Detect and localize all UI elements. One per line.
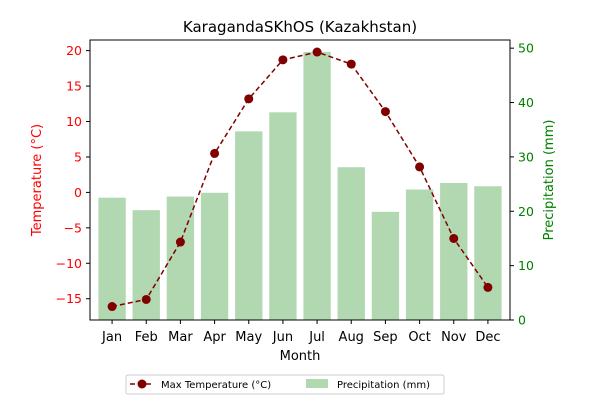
x-tick-label: Sep xyxy=(373,330,398,345)
temperature-point-aug xyxy=(346,59,356,69)
precipitation-bar-oct xyxy=(405,189,434,320)
temperature-point-sep xyxy=(380,107,390,117)
legend: Max Temperature (°C) Precipitation (mm) xyxy=(125,374,445,395)
precipitation-bar-aug xyxy=(337,167,365,320)
left-tick-label: 15 xyxy=(66,79,82,94)
x-tick-label: Nov xyxy=(441,330,467,345)
plot-frame xyxy=(89,39,511,321)
right-axis-ticks: 0 10 20 30 40 50 xyxy=(510,41,534,328)
x-tick-label: Feb xyxy=(135,330,158,345)
left-tick-label: −10 xyxy=(56,256,82,271)
right-tick-label: 50 xyxy=(518,41,534,56)
x-tick-label: Dec xyxy=(475,330,500,345)
x-tick-label: May xyxy=(235,330,262,345)
temperature-point-oct xyxy=(415,162,425,172)
temperature-series xyxy=(107,47,493,312)
precipitation-bar-apr xyxy=(200,192,229,320)
temperature-point-nov xyxy=(449,233,459,243)
x-axis-label: Month xyxy=(280,349,321,364)
left-tick-label: 0 xyxy=(74,185,82,200)
left-tick-label: 10 xyxy=(66,114,82,129)
left-axis-ticks: −15 −10 −5 0 5 10 15 20 xyxy=(56,43,90,306)
x-tick-label: Apr xyxy=(203,330,226,345)
temperature-point-apr xyxy=(210,148,220,158)
right-tick-label: 30 xyxy=(518,149,534,164)
legend-label-temperature: Max Temperature (°C) xyxy=(161,380,271,391)
right-tick-label: 20 xyxy=(518,204,534,219)
x-tick-label: Jan xyxy=(101,330,122,345)
precipitation-bars xyxy=(98,51,502,321)
legend-marker-swatch xyxy=(137,379,147,389)
x-tick-label: Jul xyxy=(308,330,325,345)
temperature-point-jan xyxy=(107,302,117,312)
right-tick-label: 0 xyxy=(518,313,526,328)
x-axis-ticks: Jan Feb Mar Apr May Jun Jul Aug Sep Oct Nov Dec xyxy=(101,320,500,345)
temperature-point-mar xyxy=(175,237,185,247)
temperature-point-jul xyxy=(312,47,322,57)
precipitation-bar-sep xyxy=(371,211,400,320)
precipitation-bar-dec xyxy=(474,186,502,320)
precipitation-bar-jan xyxy=(98,197,126,320)
temperature-point-may xyxy=(244,94,254,104)
legend-bar-swatch xyxy=(306,379,328,388)
precipitation-bar-jul xyxy=(303,51,331,320)
right-axis-label: Precipitation (mm) xyxy=(542,120,557,241)
left-tick-label: 20 xyxy=(66,43,82,58)
precipitation-bar-may xyxy=(235,131,263,320)
left-axis-label: Temperature (°C) xyxy=(30,124,45,237)
x-tick-label: Aug xyxy=(339,330,364,345)
right-tick-label: 10 xyxy=(518,258,534,273)
left-tick-label: −5 xyxy=(64,220,82,235)
x-tick-label: Jun xyxy=(272,330,293,345)
left-tick-label: 5 xyxy=(74,149,82,164)
x-tick-label: Oct xyxy=(408,330,430,345)
left-tick-label: −15 xyxy=(56,291,82,306)
right-tick-label: 40 xyxy=(518,95,534,110)
temperature-line xyxy=(111,51,489,308)
chart-title: KaragandaSKhOS (Kazakhstan) xyxy=(183,18,417,36)
legend-frame xyxy=(125,374,445,395)
x-tick-label: Mar xyxy=(168,330,193,345)
temperature-point-dec xyxy=(483,282,493,292)
precipitation-bar-jun xyxy=(269,112,297,321)
legend-label-precipitation: Precipitation (mm) xyxy=(337,380,430,391)
temperature-point-jun xyxy=(278,55,288,65)
temperature-point-feb xyxy=(141,294,151,304)
